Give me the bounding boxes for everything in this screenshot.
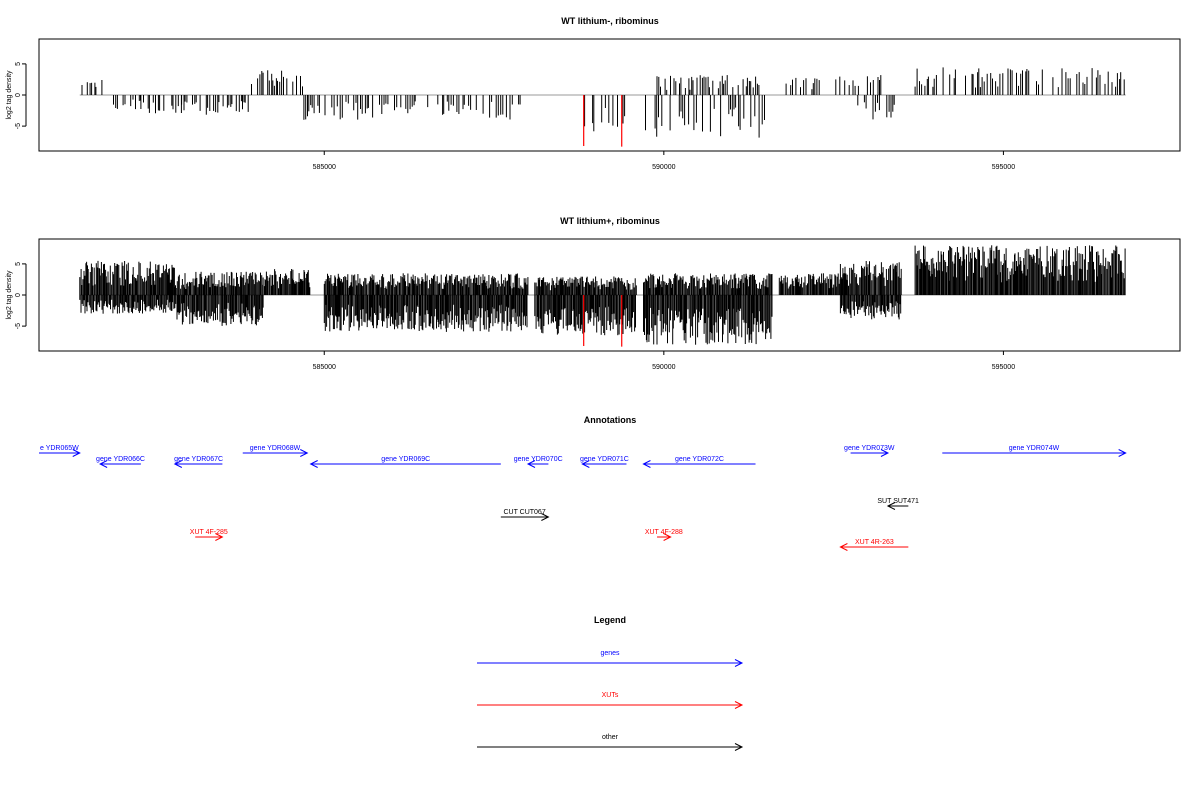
feature-arrowhead (215, 533, 224, 541)
annotations-title: Annotations (584, 415, 637, 425)
feature-arrowhead (1118, 449, 1127, 457)
feature-gene-ydr071c: gene YDR071C (580, 456, 629, 468)
legend-arrowhead (734, 743, 744, 751)
feature-label: gene YDR066C (96, 456, 145, 463)
feature-label: gene YDR072C (675, 456, 724, 463)
feature-label: e YDR065W (40, 445, 79, 452)
feature-arrowhead (300, 449, 309, 457)
feature-gene-ydr070c: gene YDR070C (514, 456, 563, 468)
feature-label: SUT SUT471 (877, 498, 919, 505)
feature-gene-ydr069c: gene YDR069C (309, 456, 501, 468)
x-tick-label: 585000 (313, 364, 336, 371)
feature-label: XUT 4R-263 (855, 539, 894, 546)
y-axis: -5 0 5 (15, 62, 27, 129)
feature-gene-ydr073w: gene YDR073W (844, 445, 895, 457)
y-tick-label: 5 (15, 62, 22, 66)
feature-label: gene YDR071C (580, 456, 629, 463)
x-axis: 585000 590000 595000 (313, 151, 1015, 171)
track-plot-lithium-plus: WT lithium+, ribominus log2 tag density … (6, 216, 1181, 371)
feature-arrowhead (541, 513, 550, 521)
y-tick-label: 5 (15, 262, 22, 266)
x-tick-label: 595000 (992, 164, 1015, 171)
plot-title: WT lithium-, ribominus (561, 16, 659, 26)
feature-gene-ydr072c: gene YDR072C (642, 456, 756, 468)
y-axis-label: log2 tag density (6, 270, 13, 320)
feature-xut-4r-263: XUT 4R-263 (839, 539, 909, 551)
x-tick-label: 590000 (652, 364, 675, 371)
x-axis: 585000 590000 595000 (313, 351, 1015, 371)
feature-label: gene YDR070C (514, 456, 563, 463)
plot-frame (38, 38, 1181, 152)
feature-arrowhead (526, 460, 536, 468)
legend-title: Legend (594, 615, 626, 625)
feature-label: gene YDR067C (174, 456, 223, 463)
feature-arrowhead (839, 543, 848, 551)
legend-label: XUTs (602, 692, 619, 699)
legend-item-xuts: XUTs (477, 692, 744, 709)
legend-item-other: other (477, 734, 744, 751)
y-tick-label: 0 (15, 293, 22, 297)
legend-arrowhead (734, 659, 744, 667)
feature-arrowhead (72, 449, 81, 457)
feature-gene-ydr067c: gene YDR067C (173, 456, 223, 468)
feature-label: CUT CUT067 (503, 509, 545, 516)
y-tick-label: -5 (15, 323, 22, 329)
legend-items: genes XUTs other (477, 650, 744, 751)
feature-arrowhead (173, 460, 183, 468)
feature-cut-cut067: CUT CUT067 (500, 509, 550, 521)
feature-arrowhead (309, 460, 318, 468)
x-tick-label: 590000 (652, 164, 675, 171)
feature-gene-ydr066c: gene YDR066C (96, 456, 145, 468)
feature-label: XUT 4F-285 (190, 529, 228, 536)
feature-label: gene YDR073W (844, 445, 895, 452)
y-axis-label: log2 tag density (6, 70, 13, 120)
feature-sut-sut471: SUT SUT471 (877, 498, 919, 510)
legend-arrowhead (734, 701, 744, 709)
bar-series (79, 67, 1126, 147)
y-tick-label: 0 (15, 93, 22, 97)
legend-item-genes: genes (477, 650, 744, 667)
legend-label: other (602, 734, 619, 741)
feature-e-ydr065w: e YDR065W (39, 445, 81, 457)
feature-arrowhead (880, 449, 890, 457)
x-tick-label: 595000 (992, 364, 1015, 371)
plot-frame (38, 238, 1181, 352)
y-axis: -5 0 5 (15, 262, 27, 329)
feature-arrowhead (642, 460, 651, 468)
feature-label: gene YDR074W (1009, 445, 1060, 452)
feature-label: XUT 4F-288 (645, 529, 683, 536)
feature-label: gene YDR068W (250, 445, 301, 452)
feature-gene-ydr074w: gene YDR074W (942, 445, 1127, 457)
plot-title: WT lithium+, ribominus (560, 216, 660, 226)
feature-arrowhead (663, 533, 672, 541)
feature-gene-ydr068w: gene YDR068W (242, 445, 309, 457)
feature-label: gene YDR069C (381, 456, 430, 463)
y-tick-label: -5 (15, 123, 22, 129)
feature-track: e YDR065W gene YDR066C gene YDR067C gene YD… (39, 445, 1127, 551)
legend-label: genes (600, 650, 620, 657)
track-plot-lithium-minus: WT lithium-, ribominus log2 tag density … (6, 16, 1181, 171)
feature-xut-4f-285: XUT 4F-285 (190, 529, 228, 541)
feature-arrowhead (886, 502, 896, 510)
feature-arrowhead (581, 460, 590, 468)
feature-xut-4f-288: XUT 4F-288 (645, 529, 683, 541)
legend: Legend genes XUTs other (477, 615, 744, 751)
annotations-panel: Annotations e YDR065W gene YDR066C gene YD… (39, 415, 1127, 551)
x-tick-label: 585000 (313, 164, 336, 171)
bar-series (79, 245, 1126, 347)
feature-arrowhead (99, 460, 108, 468)
